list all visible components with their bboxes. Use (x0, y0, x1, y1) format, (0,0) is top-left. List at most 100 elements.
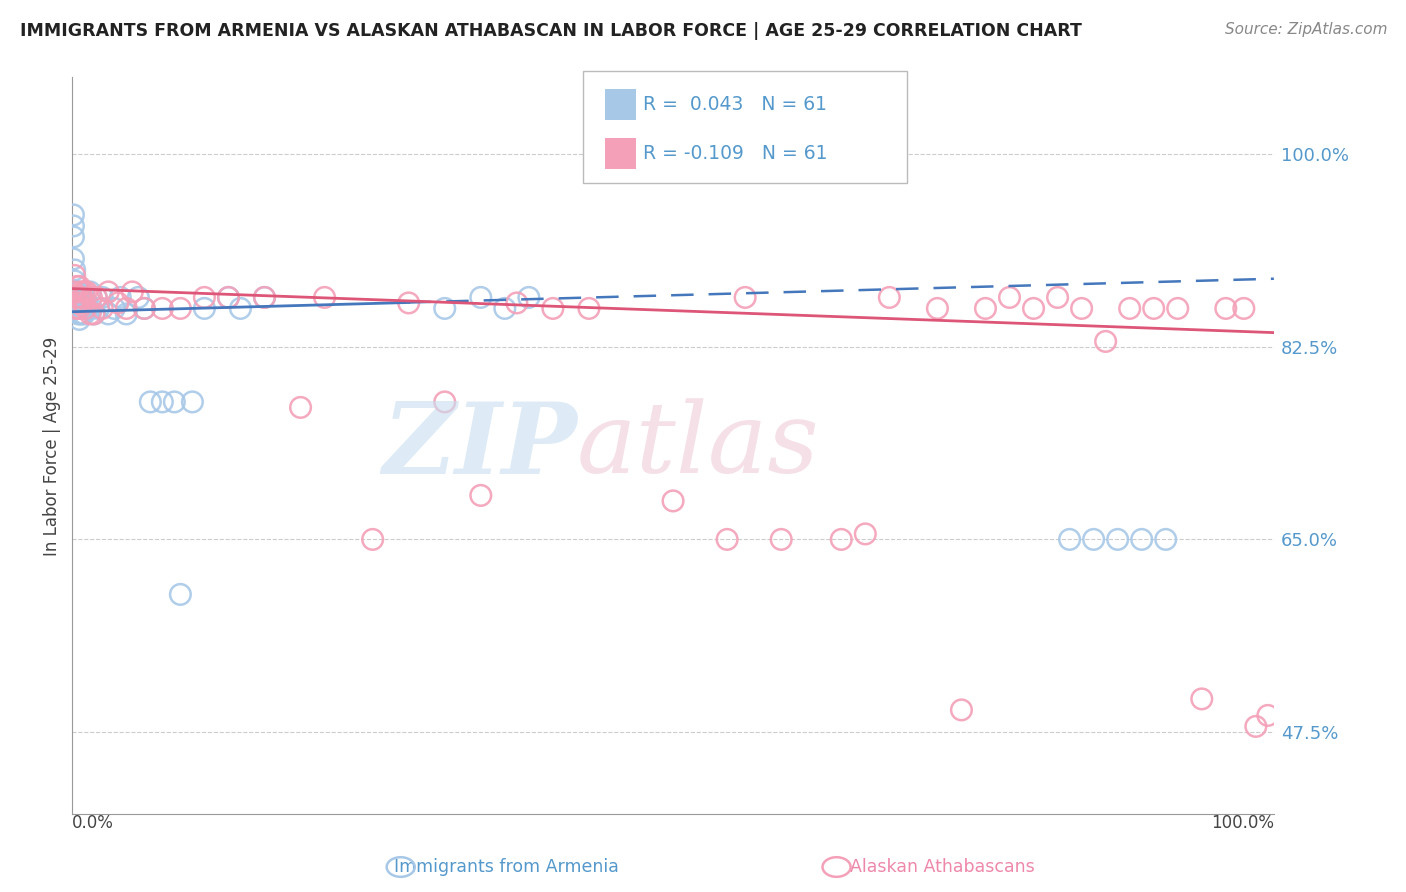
Point (66, 301, 89, 316)
Point (1257, 708, 1279, 723)
Point (541, 301, 564, 316)
Point (169, 301, 191, 316)
Point (181, 395, 204, 409)
Point (73, 290, 96, 304)
Point (80, 290, 103, 304)
Point (76, 301, 98, 316)
Point (103, 301, 125, 316)
Point (217, 290, 239, 304)
Point (66, 285, 89, 299)
Text: 100.0%: 100.0% (1211, 814, 1274, 832)
Point (72, 296, 94, 310)
Point (734, 290, 756, 304)
Point (65, 290, 87, 304)
Point (62, 208, 84, 222)
Point (63, 296, 86, 310)
Point (110, 290, 132, 304)
Point (69, 296, 91, 310)
Point (253, 290, 276, 304)
Point (662, 494, 685, 508)
Text: Immigrants from Armenia: Immigrants from Armenia (394, 858, 619, 876)
Point (1233, 301, 1256, 316)
Text: ZIP: ZIP (382, 398, 576, 494)
Text: R =  0.043   N = 61: R = 0.043 N = 61 (643, 95, 827, 114)
Point (1022, 301, 1045, 316)
Point (290, 401, 312, 415)
Point (121, 285, 143, 299)
Point (62, 219, 84, 233)
Point (70, 290, 93, 304)
Point (879, 290, 901, 304)
Point (83, 307, 105, 321)
Point (150, 395, 173, 409)
Point (79, 307, 101, 321)
Point (217, 290, 239, 304)
Point (1244, 719, 1267, 733)
Point (69, 290, 91, 304)
Point (1083, 533, 1105, 547)
Point (1094, 334, 1116, 349)
Point (1143, 301, 1166, 316)
Point (75, 301, 97, 316)
Point (716, 533, 738, 547)
Point (84, 290, 107, 304)
Point (62, 252, 84, 266)
Text: atlas: atlas (576, 398, 820, 493)
Point (87, 301, 110, 316)
Point (66, 279, 89, 293)
Point (84, 290, 107, 304)
Point (63, 290, 86, 304)
Point (127, 290, 149, 304)
Point (91, 301, 114, 316)
Point (76, 296, 98, 310)
Point (73, 285, 96, 299)
Point (1118, 301, 1140, 316)
Point (433, 301, 456, 316)
Point (67, 307, 90, 321)
Point (163, 395, 186, 409)
Point (1046, 290, 1069, 304)
Point (65, 301, 87, 316)
Text: Alaskan Athabascans: Alaskan Athabascans (849, 858, 1035, 876)
Point (76, 285, 98, 299)
Point (72, 301, 94, 316)
Point (1215, 301, 1237, 316)
Point (770, 533, 793, 547)
Point (63, 263, 86, 277)
Point (69, 285, 91, 299)
Text: R = -0.109   N = 61: R = -0.109 N = 61 (643, 145, 827, 163)
Point (853, 527, 876, 541)
Point (67, 296, 90, 310)
Point (70, 290, 93, 304)
Point (398, 296, 420, 310)
Point (494, 301, 516, 316)
Point (63, 274, 86, 288)
Point (97, 285, 120, 299)
Point (73, 307, 96, 321)
Point (69, 307, 91, 321)
Point (150, 301, 173, 316)
Text: IMMIGRANTS FROM ARMENIA VS ALASKAN ATHABASCAN IN LABOR FORCE | AGE 25-29 CORRELA: IMMIGRANTS FROM ARMENIA VS ALASKAN ATHAB… (20, 22, 1081, 40)
Point (314, 290, 336, 304)
Point (66, 290, 89, 304)
Point (998, 290, 1021, 304)
Point (974, 301, 997, 316)
Point (70, 307, 93, 321)
Point (1130, 533, 1153, 547)
Point (63, 285, 86, 299)
Point (115, 301, 138, 316)
Point (69, 312, 91, 326)
Point (139, 395, 162, 409)
Point (169, 587, 191, 601)
Point (517, 290, 540, 304)
Text: Source: ZipAtlas.com: Source: ZipAtlas.com (1225, 22, 1388, 37)
Point (134, 301, 156, 316)
Point (1107, 533, 1129, 547)
Point (229, 301, 252, 316)
Point (1191, 692, 1213, 706)
Point (67, 296, 90, 310)
Point (134, 301, 156, 316)
Point (193, 290, 215, 304)
Point (79, 285, 101, 299)
Point (69, 301, 91, 316)
